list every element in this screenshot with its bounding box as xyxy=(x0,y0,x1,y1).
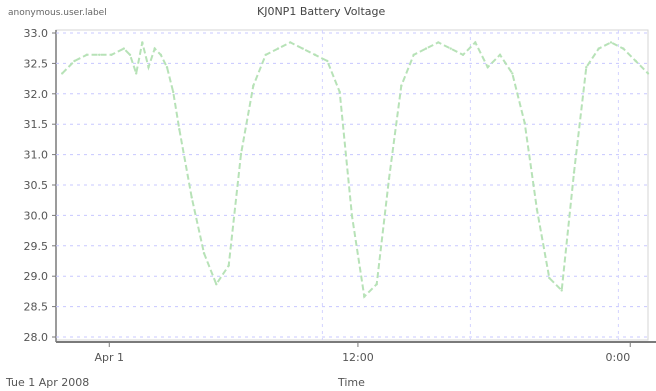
data-point xyxy=(498,53,502,56)
data-point xyxy=(301,47,304,50)
series-group xyxy=(61,40,650,299)
y-tick-label: 31.0 xyxy=(24,149,49,162)
header-left-text: anonymous.user.label xyxy=(8,8,107,18)
y-tick-label: 33.0 xyxy=(24,27,49,40)
data-point xyxy=(511,72,514,75)
data-point xyxy=(165,66,169,69)
data-point xyxy=(128,53,132,56)
data-point xyxy=(387,177,391,180)
y-tick-label: 28.0 xyxy=(24,331,49,344)
data-point xyxy=(523,121,526,125)
y-tick-label: 30.5 xyxy=(24,179,49,192)
x-tick-label: Apr 1 xyxy=(95,351,125,364)
data-point xyxy=(73,59,76,63)
y-tick-label: 29.0 xyxy=(24,270,49,283)
data-point xyxy=(622,47,625,50)
data-point xyxy=(122,47,126,50)
data-point xyxy=(400,84,403,88)
data-point xyxy=(135,72,138,75)
data-point xyxy=(326,59,329,63)
data-point xyxy=(634,59,637,63)
data-point xyxy=(375,283,378,286)
data-point xyxy=(363,295,366,298)
data-point xyxy=(486,66,489,69)
x-tick-label: 0:00 xyxy=(606,351,631,364)
data-point xyxy=(215,283,218,286)
x-axis-ticks: Apr 1 12:00 0:00 xyxy=(95,342,631,364)
data-point xyxy=(474,41,477,44)
y-axis-ticks: 33.0 32.5 32.0 31.5 31.0 30.5 30.0 29.5 29.0 28.5… xyxy=(24,27,56,344)
x-axis-title: Time xyxy=(337,376,365,389)
data-point xyxy=(190,196,193,199)
data-point xyxy=(350,214,354,218)
y-tick-label: 30.0 xyxy=(24,209,49,222)
data-point xyxy=(110,53,113,56)
data-point xyxy=(239,152,243,156)
data-point xyxy=(276,47,280,50)
data-point xyxy=(202,252,206,255)
data-point xyxy=(264,53,267,56)
data-point xyxy=(609,41,613,44)
data-point xyxy=(449,47,452,50)
data-point xyxy=(178,128,181,131)
data-point xyxy=(252,84,255,88)
data-point xyxy=(424,47,428,50)
date-text: Tue 1 Apr 2008 xyxy=(5,376,89,389)
data-point xyxy=(585,66,588,69)
data-point xyxy=(313,53,317,56)
series-line xyxy=(61,40,649,299)
data-point xyxy=(572,171,576,174)
data-point xyxy=(289,41,292,44)
data-point xyxy=(172,90,175,94)
data-point xyxy=(560,289,563,292)
data-point xyxy=(61,72,64,75)
y-tick-label: 29.5 xyxy=(24,240,49,253)
data-point xyxy=(159,53,162,56)
y-tick-label: 32.0 xyxy=(24,88,49,101)
grid xyxy=(56,30,648,340)
data-point xyxy=(338,90,341,94)
y-tick-label: 31.5 xyxy=(24,118,49,131)
data-point xyxy=(147,66,150,69)
x-tick-label: 12:00 xyxy=(342,351,374,364)
data-point xyxy=(141,41,144,44)
data-point xyxy=(437,41,440,44)
data-point xyxy=(461,53,465,56)
data-point xyxy=(597,47,600,50)
data-point xyxy=(98,53,101,56)
data-point xyxy=(535,208,539,211)
data-point xyxy=(412,53,415,56)
data-point xyxy=(548,276,551,280)
y-tick-label: 28.5 xyxy=(24,301,49,314)
chart-title: KJ0NP1 Battery Voltage xyxy=(257,5,386,18)
data-point xyxy=(646,72,650,75)
data-point xyxy=(85,53,89,56)
data-point xyxy=(227,264,230,267)
data-point xyxy=(153,47,156,50)
y-tick-label: 32.5 xyxy=(24,57,49,70)
